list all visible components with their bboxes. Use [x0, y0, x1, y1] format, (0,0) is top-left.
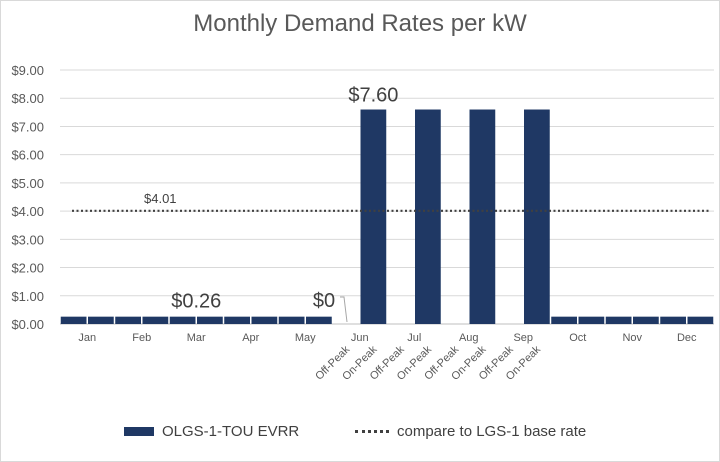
bar [306, 316, 332, 324]
month-label: Apr [242, 332, 259, 344]
legend-label-reference: compare to LGS-1 base rate [397, 423, 587, 440]
data-label-peak: $7.60 [348, 85, 398, 107]
bar [360, 109, 387, 324]
y-tick-label: $8.00 [11, 91, 44, 106]
legend-item-reference: compare to LGS-1 base rate [355, 423, 586, 440]
y-tick-label: $6.00 [11, 148, 44, 163]
y-tick-label: $1.00 [11, 289, 44, 304]
month-label: Dec [677, 332, 697, 344]
y-tick-label: $7.00 [11, 119, 44, 134]
month-label: Sep [513, 332, 533, 344]
month-label: Jan [78, 332, 96, 344]
bar [142, 316, 169, 324]
bar [687, 316, 714, 324]
bar [469, 109, 496, 324]
reference-label: $4.01 [144, 191, 177, 206]
bar [115, 316, 141, 324]
bar [524, 109, 550, 324]
bar [633, 316, 659, 324]
month-label: Aug [459, 332, 479, 344]
y-tick-label: $9.00 [11, 63, 44, 78]
y-tick-label: $5.00 [11, 176, 44, 191]
bar [660, 316, 686, 324]
month-label: Mar [187, 332, 206, 344]
legend-label-evrr: OLGS-1-TOU EVRR [162, 423, 300, 440]
month-label: Nov [622, 332, 642, 344]
y-tick-label: $0.00 [11, 317, 44, 332]
data-label-zero: $0 [313, 290, 335, 312]
bar [197, 316, 223, 324]
bar [278, 316, 305, 324]
legend: OLGS-1-TOU EVRR compare to LGS-1 base ra… [0, 423, 720, 443]
bar [224, 316, 250, 324]
legend-swatch-dotted-line [355, 430, 389, 433]
y-tick-label: $2.00 [11, 261, 44, 276]
data-label-base: $0.26 [171, 291, 221, 313]
leader-line [340, 296, 348, 323]
month-label: Jul [407, 332, 421, 344]
bar [169, 316, 196, 324]
y-tick-label: $3.00 [11, 232, 44, 247]
y-tick-label: $4.00 [11, 204, 44, 219]
month-label: Jun [351, 332, 369, 344]
month-label: Feb [132, 332, 151, 344]
legend-item-evrr: OLGS-1-TOU EVRR [124, 423, 299, 440]
bar [60, 316, 87, 324]
month-label: Oct [569, 332, 586, 344]
bar [551, 316, 577, 324]
chart-title: Monthly Demand Rates per kW [193, 10, 527, 37]
month-label: May [295, 332, 316, 344]
bar [605, 316, 632, 324]
legend-swatch-bar [124, 427, 154, 436]
bar [415, 109, 441, 324]
bar [251, 316, 278, 324]
bar [578, 316, 605, 324]
bar [88, 316, 114, 324]
